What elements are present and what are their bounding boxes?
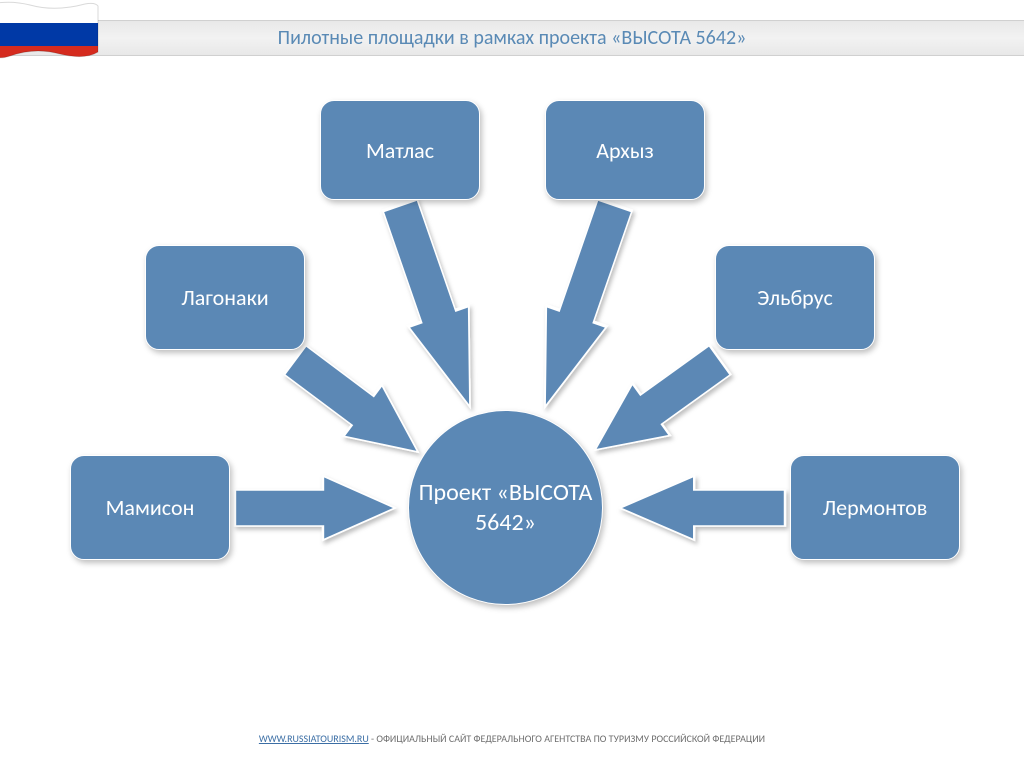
footer-link[interactable]: WWW.RUSSIATOURISM.RU [259,732,369,745]
arrow-5 [620,476,785,540]
node-lermontov: Лермонтов [790,455,960,560]
node-label: Лермонтов [823,494,928,521]
node-label: Эльбрус [757,284,833,311]
center-node: Проект «ВЫСОТА 5642» [408,410,603,605]
node-label: Матлас [366,137,434,164]
node-arkhyz: Архыз [545,100,705,200]
node-lagonaki: Лагонаки [145,245,305,350]
node-matlas: Матлас [320,100,480,200]
node-label: Архыз [596,137,654,164]
node-mamison: Мамисон [70,455,230,560]
arrows-layer [0,80,1024,700]
node-label: Мамисон [106,494,195,521]
diagram: Проект «ВЫСОТА 5642» Мамисон Лагонаки Матл… [0,80,1024,700]
arrow-3 [515,195,645,418]
arrow-0 [235,476,395,540]
node-label: Лагонаки [181,284,268,311]
arrow-1 [276,334,437,477]
header-band: Пилотные площадки в рамках проекта «ВЫСО… [0,20,1024,56]
arrow-2 [370,195,500,418]
arrow-4 [576,334,738,476]
page-title: Пилотные площадки в рамках проекта «ВЫСО… [278,26,747,50]
footer-text: - ОФИЦИАЛЬНЫЙ САЙТ ФЕДЕРАЛЬНОГО АГЕНТСТВ… [369,732,765,745]
footer: WWW.RUSSIATOURISM.RU - ОФИЦИАЛЬНЫЙ САЙТ … [0,732,1024,745]
node-elbrus: Эльбрус [715,245,875,350]
center-label: Проект «ВЫСОТА 5642» [409,478,602,538]
flag-icon [0,0,100,70]
